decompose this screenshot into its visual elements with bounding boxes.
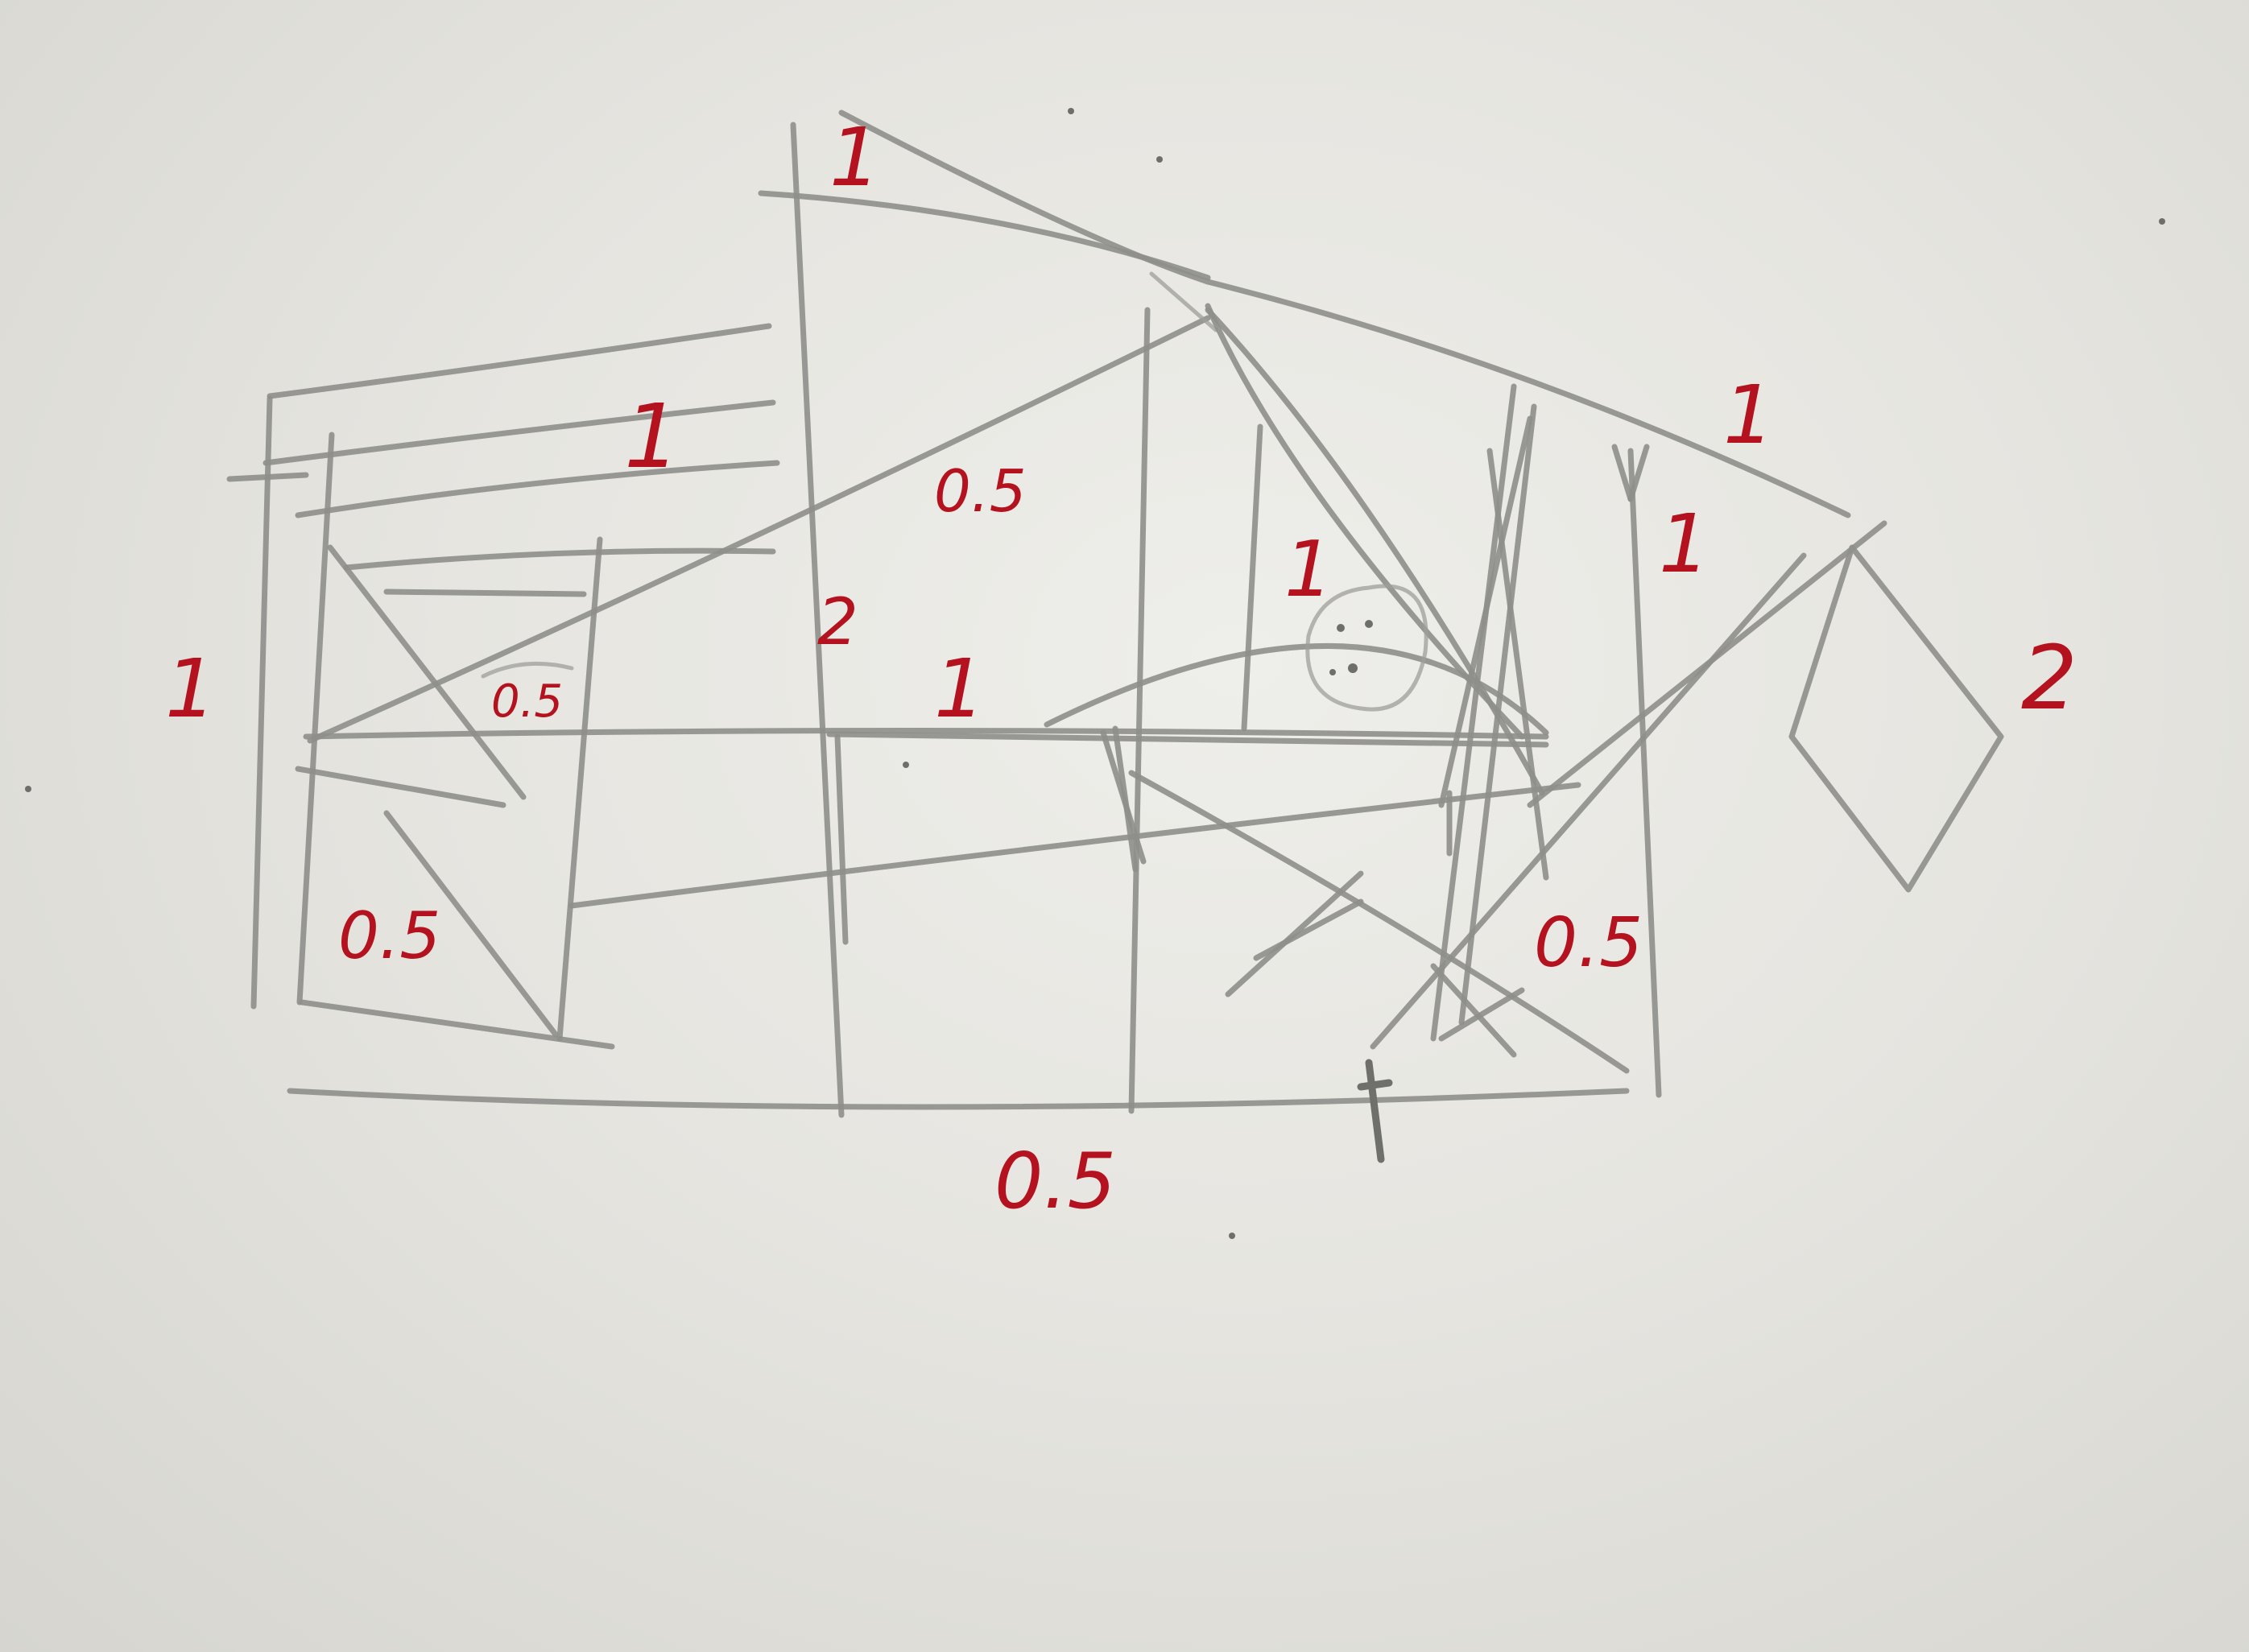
- label-right-post: 1: [1659, 497, 1710, 591]
- stray-marks: [25, 108, 2165, 1239]
- label-top-peak: 1: [829, 110, 881, 204]
- kite-shape: [1788, 544, 2004, 893]
- label-lower-left: 0.5: [338, 898, 440, 973]
- label-small-triangle: 0.5: [491, 675, 563, 728]
- left-block: [226, 315, 1211, 1050]
- label-face-area: 1: [1284, 526, 1333, 614]
- label-right-lower: 0.5: [1534, 903, 1643, 983]
- label-kite: 2: [2021, 626, 2077, 729]
- roof-line: [838, 109, 1851, 796]
- label-center-post: 2: [817, 584, 858, 659]
- label-right-roof: 1: [1723, 368, 1775, 462]
- label-left-edge: 1: [165, 642, 217, 736]
- middle-beams: [303, 642, 1581, 909]
- face-doodle: [1305, 584, 1428, 712]
- vertical-posts: [1100, 307, 1549, 1114]
- right-section: [1128, 444, 1887, 1098]
- label-middle-beam: 1: [934, 642, 986, 736]
- label-top-left-wall: 1: [624, 385, 680, 488]
- measurement-labels: 1 1 0.5 1 0.5 0.5 2 1 1 1 1 0.5 2 0.5: [165, 110, 2077, 1226]
- bottom-line: [287, 1059, 1630, 1163]
- label-roof-slope: 0.5: [934, 457, 1027, 525]
- label-bottom: 0.5: [994, 1138, 1116, 1226]
